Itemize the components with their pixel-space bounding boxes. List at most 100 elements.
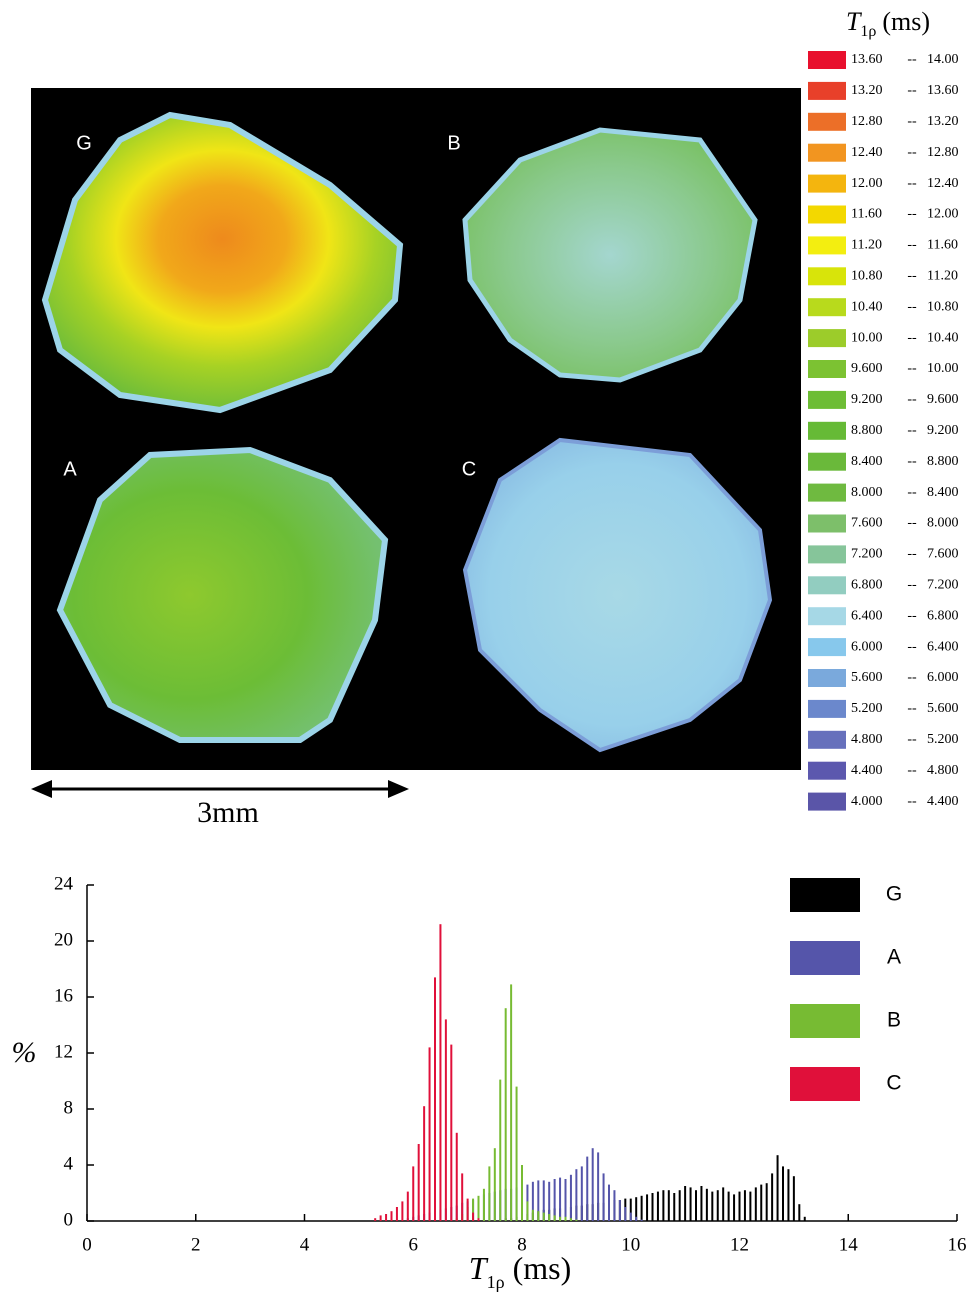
bar [586, 1156, 589, 1221]
bar [629, 1198, 632, 1221]
bar [635, 1197, 638, 1221]
legend-low: 10.80 [851, 269, 883, 284]
bar [450, 1044, 453, 1221]
bar [803, 1216, 806, 1221]
y-tick-label: 20 [54, 929, 73, 950]
x-tick-label: 12 [730, 1234, 749, 1255]
bar [434, 977, 436, 1221]
legend-label: G [886, 883, 902, 906]
legend-separator: -- [907, 330, 917, 345]
y-tick-label: 0 [64, 1209, 74, 1230]
legend-separator: -- [907, 52, 917, 67]
legend-swatch [808, 267, 846, 286]
legend-high: 10.80 [927, 299, 959, 314]
map-label: G [76, 132, 92, 154]
legend-low: 5.600 [851, 670, 883, 685]
bar [374, 1218, 377, 1221]
bar [444, 1019, 447, 1221]
legend-low: 12.00 [851, 176, 883, 191]
bar [406, 1191, 409, 1221]
legend-high: 13.60 [927, 83, 959, 98]
legend-swatch [808, 638, 846, 657]
legend-separator: -- [907, 238, 917, 253]
legend-swatch [808, 174, 846, 193]
legend-separator: -- [907, 114, 917, 129]
legend-high: 11.60 [927, 238, 958, 253]
bar [395, 1207, 398, 1221]
bar [624, 1207, 627, 1221]
bar [613, 1190, 616, 1221]
bar [537, 1211, 540, 1221]
legend-separator: -- [907, 454, 917, 469]
legend-high: 8.800 [927, 454, 959, 469]
y-tick-label: 8 [64, 1097, 74, 1118]
legend-swatch [790, 941, 860, 975]
legend-low: 4.400 [851, 763, 883, 778]
legend-separator: -- [907, 423, 917, 438]
legend-high: 4.800 [927, 763, 959, 778]
bar [412, 1166, 415, 1221]
scale-arrow [31, 780, 52, 798]
legend-low: 7.600 [851, 516, 883, 531]
legend-high: 12.00 [927, 207, 959, 222]
bar [678, 1190, 681, 1221]
legend-swatch [808, 792, 846, 811]
legend-high: 10.40 [927, 330, 959, 345]
legend-separator: -- [907, 361, 917, 376]
bar [760, 1184, 763, 1221]
bar [776, 1155, 779, 1221]
bar [733, 1194, 736, 1221]
legend-separator: -- [907, 83, 917, 98]
legend-low: 8.000 [851, 485, 883, 500]
legend-separator: -- [907, 732, 917, 747]
x-tick-label: 2 [191, 1234, 201, 1255]
bar [580, 1166, 583, 1221]
legend-low: 12.80 [851, 114, 883, 129]
scale-arrow [388, 780, 409, 798]
bar [629, 1212, 632, 1221]
bar [569, 1174, 572, 1221]
bar [526, 1201, 529, 1221]
bar [640, 1219, 643, 1221]
legend-swatch [790, 1067, 860, 1101]
bar [537, 1180, 540, 1221]
legend-title: T1ρ (ms) [846, 7, 930, 40]
x-label-unit: (ms) [513, 1250, 572, 1286]
legend-swatch [808, 761, 846, 780]
x-tick-label: 6 [409, 1234, 419, 1255]
bar [727, 1191, 730, 1221]
map-c [462, 437, 773, 753]
map-b [462, 127, 758, 383]
legend-separator: -- [907, 145, 917, 160]
legend-swatch [808, 205, 846, 224]
bar [559, 1177, 562, 1221]
legend-high: 4.400 [927, 794, 959, 809]
legend-high: 12.80 [927, 145, 959, 160]
legend-label: B [887, 1009, 901, 1032]
bar [379, 1215, 382, 1221]
bar [493, 1148, 496, 1221]
y-axis-label: % [12, 1036, 37, 1069]
legend-swatch [790, 878, 860, 912]
bar [608, 1184, 610, 1221]
bar [787, 1169, 790, 1221]
bar [472, 1212, 475, 1221]
bar [559, 1216, 562, 1221]
legend-separator: -- [907, 608, 917, 623]
legend-low: 4.800 [851, 732, 883, 747]
legend-low: 13.20 [851, 83, 883, 98]
legend-swatch [808, 730, 846, 749]
legend-high: 6.400 [927, 639, 959, 654]
legend-high: 8.000 [927, 516, 959, 531]
bar [792, 1176, 795, 1221]
bar [564, 1216, 567, 1221]
legend-low: 10.40 [851, 299, 883, 314]
bar [401, 1201, 404, 1221]
bar [700, 1186, 703, 1221]
bar [711, 1191, 714, 1221]
legend-separator: -- [907, 176, 917, 191]
legend-swatch [808, 545, 846, 564]
bar [640, 1195, 643, 1221]
legend-swatch [808, 669, 846, 687]
legend-low: 11.60 [851, 207, 882, 222]
